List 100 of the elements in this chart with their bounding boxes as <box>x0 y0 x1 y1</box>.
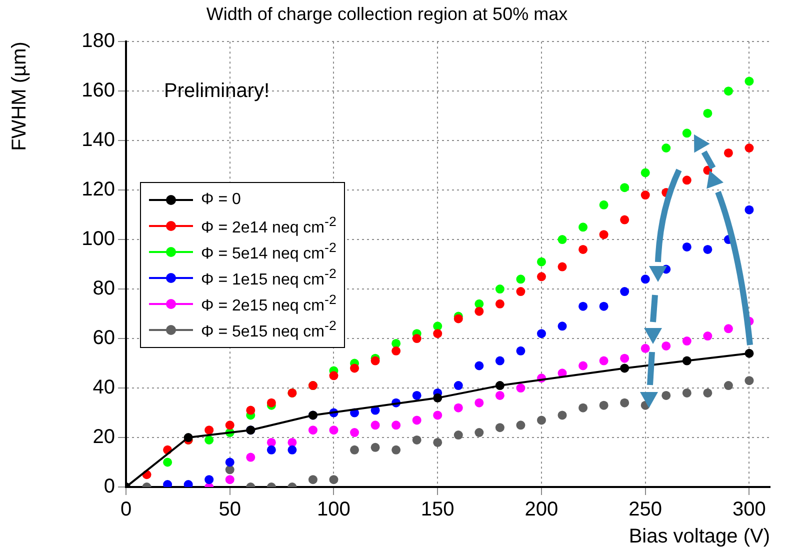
point <box>433 438 442 447</box>
point <box>495 381 504 390</box>
x-tick-label: 250 <box>628 498 662 521</box>
point <box>433 322 442 331</box>
legend-label: Φ = 2e14 neq cm$^{-2}$ <box>201 214 336 238</box>
point <box>266 438 276 447</box>
point <box>536 416 546 425</box>
point <box>682 128 692 138</box>
point <box>350 445 360 454</box>
point <box>288 445 297 454</box>
point <box>225 465 234 474</box>
point <box>682 388 692 398</box>
point <box>392 338 401 348</box>
point <box>620 354 630 363</box>
point <box>578 302 588 311</box>
point <box>474 428 484 438</box>
point <box>558 410 567 420</box>
point <box>516 274 526 284</box>
point <box>558 322 567 331</box>
point <box>225 458 234 467</box>
point <box>620 287 630 296</box>
point <box>266 398 276 408</box>
x-tick-label: 150 <box>420 498 454 521</box>
point <box>433 329 442 338</box>
point <box>599 302 608 311</box>
point <box>516 384 526 393</box>
point <box>744 144 754 152</box>
point <box>370 420 380 430</box>
point <box>516 346 526 356</box>
point <box>204 426 214 435</box>
point <box>724 148 733 158</box>
legend-label: Φ = 5e15 neq cm$^{-2}$ <box>201 318 336 342</box>
point <box>246 452 256 462</box>
point <box>495 356 504 366</box>
point <box>620 398 630 408</box>
point <box>454 403 463 412</box>
point <box>536 272 546 282</box>
point <box>225 475 234 484</box>
point <box>599 400 608 410</box>
y-tick-label: 140 <box>82 129 115 152</box>
point <box>474 398 484 408</box>
point <box>350 428 360 438</box>
point <box>682 336 692 346</box>
point <box>454 314 463 324</box>
point <box>392 420 401 430</box>
point <box>495 299 504 308</box>
x-tick-label: 50 <box>218 498 241 521</box>
point <box>640 344 650 353</box>
point <box>703 388 712 398</box>
point <box>495 423 504 432</box>
point <box>744 205 754 214</box>
point <box>474 361 484 370</box>
point <box>578 244 588 254</box>
point <box>266 445 276 454</box>
y-tick-label: 20 <box>92 426 115 448</box>
point <box>536 257 546 266</box>
point <box>744 76 754 86</box>
point <box>412 390 422 400</box>
point <box>474 299 484 308</box>
x-tick-label: 100 <box>317 498 350 521</box>
point <box>682 176 692 185</box>
y-tick-label: 0 <box>104 476 115 498</box>
x-tick-label: 200 <box>524 498 558 521</box>
x-tick-label: 0 <box>120 498 132 521</box>
y-tick-label: 180 <box>82 30 115 52</box>
point <box>308 475 318 484</box>
point <box>640 274 650 284</box>
point <box>454 430 463 440</box>
point <box>204 435 214 444</box>
point <box>703 108 712 118</box>
point <box>412 435 422 444</box>
point <box>599 230 608 240</box>
point <box>433 393 442 402</box>
point <box>662 341 671 350</box>
point <box>536 329 546 338</box>
point <box>724 324 733 334</box>
point <box>620 364 630 373</box>
point <box>744 376 754 386</box>
point <box>703 244 712 254</box>
point <box>329 371 338 380</box>
point <box>204 475 214 484</box>
point <box>412 334 422 344</box>
point <box>370 356 380 366</box>
point <box>474 306 484 316</box>
point <box>412 416 422 425</box>
point <box>454 381 463 390</box>
legend-label: Φ = 1e15 neq cm$^{-2}$ <box>201 266 336 290</box>
point <box>744 348 754 358</box>
annotation: Preliminary! <box>164 80 270 102</box>
y-tick-label: 40 <box>92 376 115 399</box>
point <box>620 215 630 224</box>
point <box>558 235 567 244</box>
y-axis-title: FWHM (µm) <box>8 42 31 151</box>
point <box>246 406 256 415</box>
y-tick-label: 80 <box>92 278 115 300</box>
point <box>640 190 650 200</box>
point <box>578 222 588 232</box>
point <box>682 356 692 366</box>
chart-title: Width of charge collection region at 50% max <box>206 4 568 24</box>
point <box>225 420 234 430</box>
